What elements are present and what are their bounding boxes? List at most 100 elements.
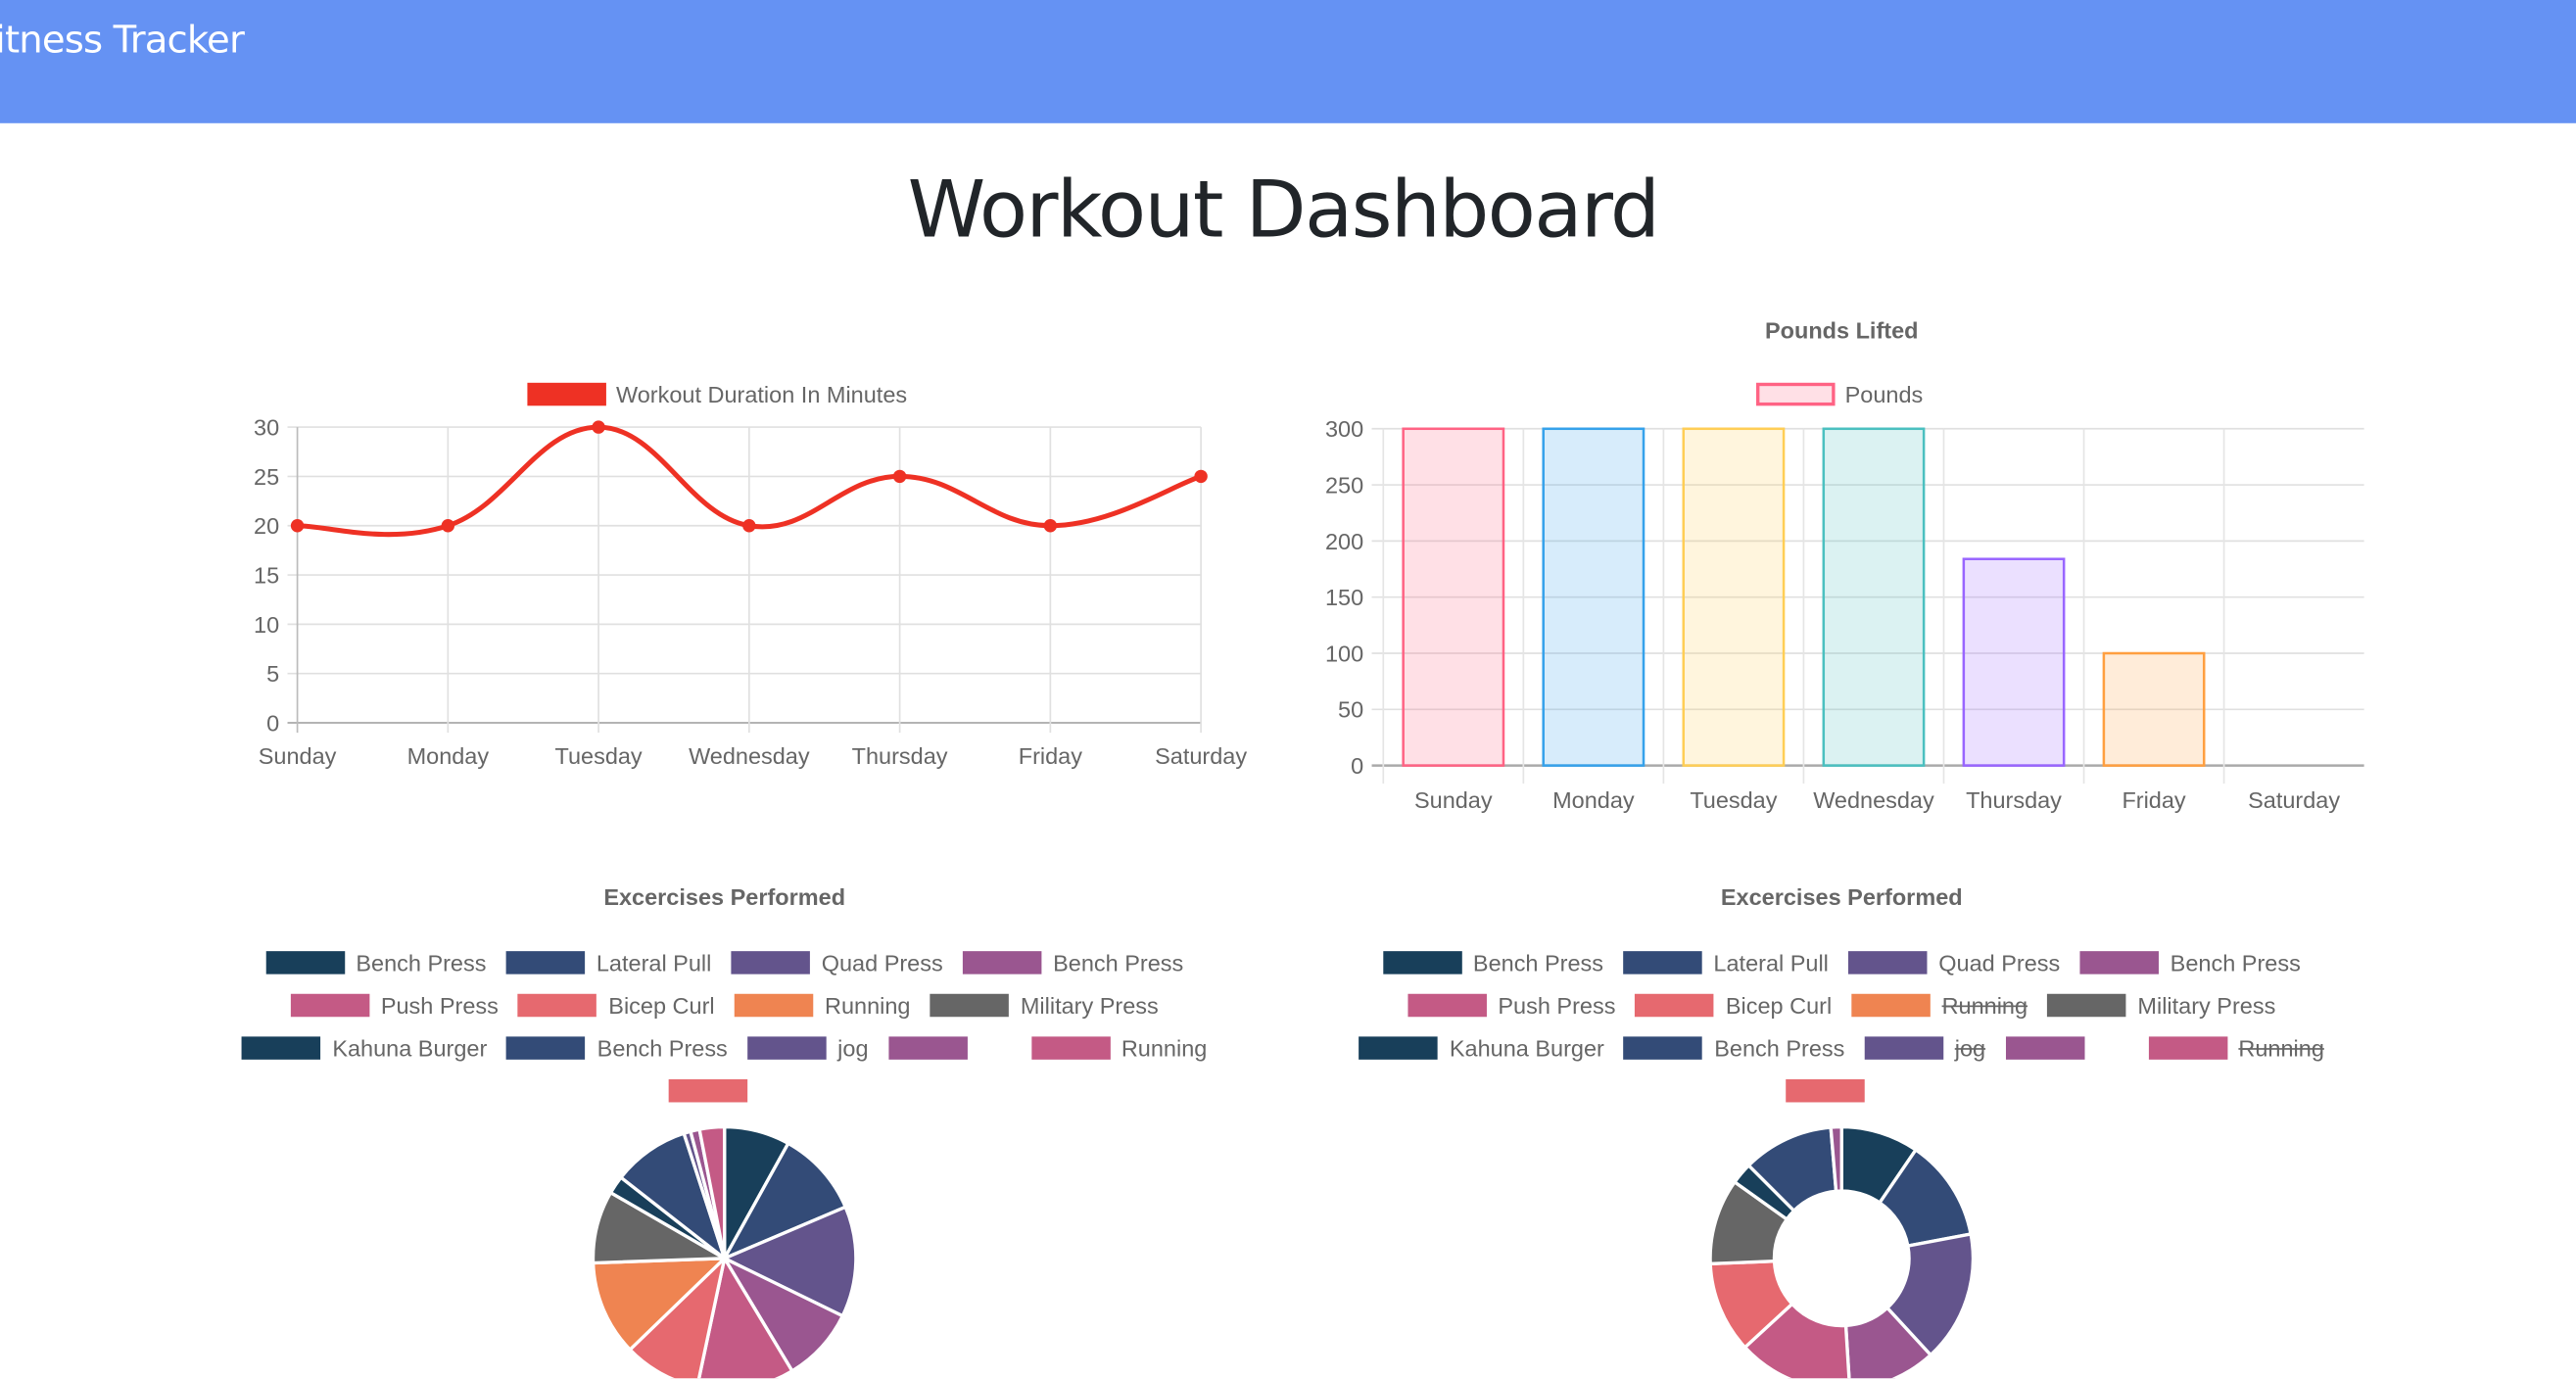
- legend-swatch: [962, 951, 1042, 975]
- x-tick-label: Monday: [407, 743, 490, 769]
- legend-item[interactable]: Military Press: [2047, 992, 2275, 1019]
- legend-swatch: [1864, 1036, 1944, 1060]
- pie-slice: [591, 1256, 729, 1353]
- legend-item[interactable]: Bicep Curl: [1635, 992, 1833, 1019]
- bar-chart-title: Pounds Lifted: [1764, 316, 1919, 344]
- bar-legend-item[interactable]: Pounds: [1756, 381, 1923, 407]
- legend-label: Bench Press: [1472, 949, 1604, 976]
- legend-label: jog: [1954, 1034, 1986, 1062]
- legend-swatch: [506, 1036, 586, 1060]
- legend-item[interactable]: Push Press: [290, 992, 499, 1019]
- data-point: [742, 519, 756, 533]
- legend-swatch: [1359, 1036, 1439, 1060]
- x-tick-label: Friday: [1019, 743, 1082, 769]
- y-tick-label: 10: [254, 612, 279, 638]
- legend-item[interactable]: Military Press: [930, 992, 1159, 1019]
- bar: [1542, 427, 1646, 767]
- x-tick-label: Sunday: [259, 743, 337, 769]
- data-point: [290, 519, 305, 533]
- x-tick-label: Saturday: [1155, 743, 1247, 769]
- legend-label: Workout Duration In Minutes: [615, 381, 908, 407]
- legend-swatch: [668, 1078, 748, 1103]
- legend-item[interactable]: [668, 1078, 781, 1103]
- legend-swatch: [2148, 1036, 2227, 1060]
- legend-swatch: [265, 951, 345, 975]
- y-tick-label: 20: [254, 513, 279, 539]
- legend-row: Push Press Bicep Curl Running Military Pres…: [231, 984, 1216, 1027]
- data-point: [441, 519, 455, 533]
- legend-label: Lateral Pull: [596, 949, 712, 976]
- legend-label: Bicep Curl: [1725, 992, 1833, 1019]
- legend-item[interactable]: [2005, 1036, 2128, 1060]
- legend-item[interactable]: Bench Press: [962, 949, 1183, 975]
- legend-swatch: [1030, 1036, 1111, 1060]
- legend-item[interactable]: Quad Press: [1848, 949, 2060, 975]
- x-tick-label: Thursday: [852, 743, 948, 769]
- legend-label: Bench Press: [596, 1034, 728, 1062]
- legend-swatch: [746, 1036, 827, 1060]
- legend-item[interactable]: Bench Press: [265, 949, 486, 975]
- pie-chart-title: Excercises Performed: [603, 883, 846, 911]
- legend-swatch: [290, 993, 370, 1018]
- y-tick-label: 0: [266, 710, 279, 736]
- data-point: [1194, 469, 1208, 484]
- doughnut-slice: [1829, 1124, 1843, 1194]
- legend-item[interactable]: Quad Press: [731, 949, 943, 976]
- legend-label: Quad Press: [821, 949, 943, 976]
- bar: [1402, 427, 1505, 767]
- legend-item[interactable]: Kahuna Burger: [242, 1035, 487, 1062]
- navbar: Fitness Tracker: [0, 0, 2576, 123]
- legend-label: Quad Press: [1938, 949, 2061, 976]
- legend-row: [231, 1070, 1216, 1113]
- legend-item[interactable]: [1786, 1078, 1897, 1103]
- legend-item[interactable]: Lateral Pull: [1623, 949, 1829, 975]
- legend-item[interactable]: Lateral Pull: [505, 949, 712, 976]
- legend-swatch: [1756, 382, 1836, 406]
- legend-item[interactable]: Bicep Curl: [518, 992, 715, 1019]
- legend-swatch: [2079, 951, 2159, 975]
- legend-item[interactable]: Push Press: [1407, 992, 1615, 1019]
- legend-item[interactable]: jog: [746, 1035, 869, 1062]
- legend-item[interactable]: Running: [734, 992, 910, 1019]
- y-tick-label: 100: [1325, 641, 1363, 666]
- y-tick-label: 250: [1325, 472, 1363, 498]
- pie-slice: [720, 1141, 848, 1262]
- legend-item[interactable]: Bench Press: [506, 1034, 728, 1062]
- pie-slice: [696, 1254, 795, 1379]
- legend-label: Bench Press: [356, 949, 487, 976]
- y-tick-label: 5: [266, 661, 279, 687]
- legend-item[interactable]: jog: [1864, 1035, 1985, 1062]
- legend-label: Push Press: [1498, 992, 1616, 1019]
- legend-swatch: [527, 382, 606, 406]
- legend-item[interactable]: [887, 1036, 1012, 1060]
- legend-item[interactable]: Kahuna Burger: [1359, 1035, 1604, 1062]
- line-legend-item[interactable]: Workout Duration In Minutes: [527, 381, 907, 407]
- legend-swatch: [734, 993, 814, 1018]
- x-tick-label: Friday: [2122, 787, 2185, 813]
- legend-label: Bench Press: [1714, 1034, 1845, 1062]
- legend-item[interactable]: Running: [1030, 1035, 1207, 1062]
- bar: [1822, 427, 1926, 767]
- legend-swatch: [1623, 1036, 1703, 1060]
- doughnut-slice: [1843, 1306, 1933, 1379]
- legend-item[interactable]: Bench Press: [1382, 949, 1604, 976]
- legend-swatch: [2047, 993, 2126, 1018]
- legend-label: Kahuna Burger: [332, 1034, 488, 1062]
- brand-link[interactable]: Fitness Tracker: [0, 20, 245, 63]
- page-title: Workout Dashboard: [907, 164, 1660, 257]
- legend-label: Military Press: [1020, 992, 1159, 1019]
- legend-item[interactable]: Bench Press: [1623, 1034, 1845, 1062]
- y-tick-label: 300: [1325, 416, 1363, 442]
- legend-item[interactable]: Running: [1851, 992, 2027, 1019]
- legend-row: [1349, 1070, 2334, 1113]
- legend-swatch: [505, 951, 586, 975]
- legend-swatch: [731, 951, 810, 975]
- legend-swatch: [1848, 951, 1928, 975]
- legend-item[interactable]: Running: [2148, 1035, 2324, 1062]
- legend-item[interactable]: Bench Press: [2079, 949, 2301, 975]
- data-point: [1043, 519, 1058, 533]
- legend-row: Kahuna Burger Bench Press jog Running: [231, 1026, 1216, 1070]
